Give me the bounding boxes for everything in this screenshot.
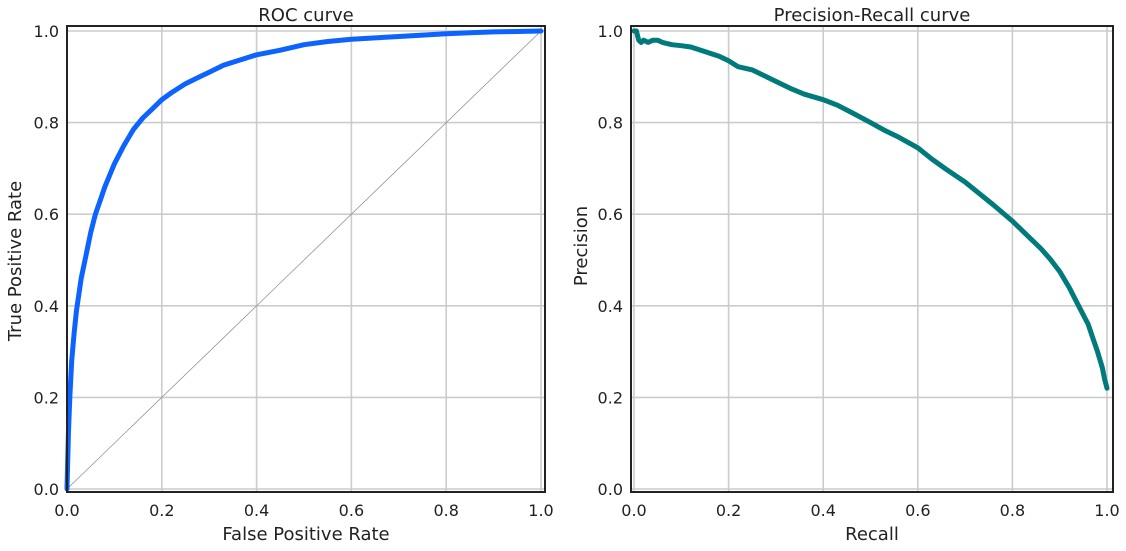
roc-x-tick-label: 0.2 (149, 501, 174, 520)
roc-y-tick-label: 0.8 (34, 114, 59, 133)
pr-panel: Precision-Recall curve 0.0 0.2 0.4 0.6 0.8 1.… (571, 5, 1120, 545)
pr-title: Precision-Recall curve (774, 5, 971, 26)
pr-y-tick-label: 0.8 (598, 114, 623, 133)
roc-x-tick-label: 0.6 (339, 501, 364, 520)
roc-x-tick-label: 0.4 (244, 501, 269, 520)
roc-x-tick-labels: 0.0 0.2 0.4 0.6 0.8 1.0 (54, 501, 553, 520)
roc-y-tick-label: 1.0 (34, 22, 59, 41)
roc-grid (66, 26, 545, 492)
roc-y-tick-label: 0.6 (34, 205, 59, 224)
pr-y-tick-labels: 0.0 0.2 0.4 0.6 0.8 1.0 (598, 22, 623, 499)
pr-x-tick-label: 0.2 (716, 501, 741, 520)
roc-curve-line (64, 28, 544, 492)
roc-x-axis-label: False Positive Rate (222, 524, 389, 545)
roc-axes-frame (66, 25, 546, 493)
pr-y-axis-label: Precision (571, 206, 592, 286)
roc-x-tick-label: 1.0 (528, 501, 553, 520)
roc-x-tick-label: 0.0 (54, 501, 79, 520)
roc-y-tick-labels: 0.0 0.2 0.4 0.6 0.8 1.0 (34, 22, 59, 499)
pr-x-tick-label: 0.0 (621, 501, 646, 520)
pr-x-axis-label: Recall (845, 524, 899, 545)
pr-y-tick-label: 0.6 (598, 205, 623, 224)
pr-axes-frame (630, 25, 1114, 493)
pr-curve-line (631, 28, 1110, 391)
roc-y-tick-label: 0.0 (34, 480, 59, 499)
pr-y-tick-label: 0.4 (598, 297, 623, 316)
pr-y-tick-label: 1.0 (598, 22, 623, 41)
roc-y-axis-label: True Positive Rate (5, 181, 26, 342)
pr-x-tick-label: 0.4 (810, 501, 835, 520)
pr-grid (631, 26, 1113, 492)
roc-panel: ROC curve 0.0 0.2 0.4 0.6 0.8 1.0 0.00.20.40.… (5, 5, 554, 545)
pr-x-tick-label: 0.6 (905, 501, 930, 520)
pr-x-tick-label: 0.8 (1000, 501, 1025, 520)
pr-y-tick-label: 0.0 (598, 480, 623, 499)
roc-y-tick-label: 0.4 (34, 297, 59, 316)
roc-title: ROC curve (258, 5, 353, 26)
roc-x-tick-label: 0.8 (433, 501, 458, 520)
pr-x-tick-labels: 0.0 0.2 0.4 0.6 0.8 1.0 (621, 501, 1119, 520)
roc-y-tick-label: 0.2 (34, 388, 59, 407)
pr-x-tick-label: 1.0 (1094, 501, 1119, 520)
roc-reference-diagonal (66, 30, 542, 490)
pr-y-tick-label: 0.2 (598, 388, 623, 407)
